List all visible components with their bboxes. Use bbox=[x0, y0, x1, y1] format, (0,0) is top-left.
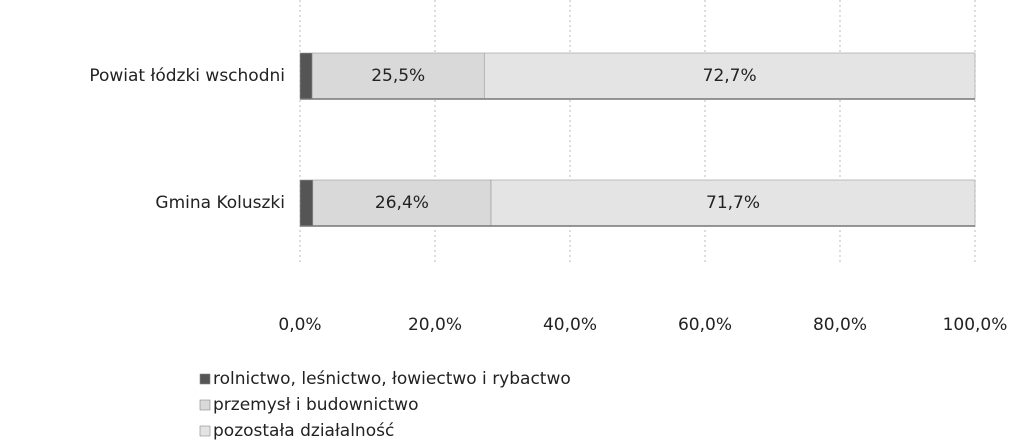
data-label: 72,7% bbox=[703, 66, 757, 86]
bar-segment bbox=[312, 179, 492, 227]
x-tick-label: 80,0% bbox=[813, 315, 867, 335]
x-tick-label: 20,0% bbox=[408, 315, 462, 335]
category-label: Powiat łódzki wschodni bbox=[89, 66, 285, 86]
bar-segment bbox=[299, 179, 314, 227]
data-label: 25,5% bbox=[371, 66, 425, 86]
bar-segment bbox=[299, 52, 313, 100]
legend-label: rolnictwo, leśnictwo, łowiectwo i rybact… bbox=[213, 369, 571, 389]
data-label: 26,4% bbox=[375, 193, 429, 213]
legend-swatch bbox=[199, 425, 211, 437]
bar-segment bbox=[483, 52, 976, 100]
category-label: Gmina Koluszki bbox=[155, 193, 285, 213]
x-tick-label: 60,0% bbox=[678, 315, 732, 335]
bar-segment bbox=[311, 52, 485, 100]
bar-segment bbox=[490, 179, 976, 227]
x-tick-label: 0,0% bbox=[278, 315, 321, 335]
x-tick-label: 100,0% bbox=[943, 315, 1008, 335]
data-label: 71,7% bbox=[706, 193, 760, 213]
legend-label: przemysł i budownictwo bbox=[213, 395, 418, 415]
x-tick-label: 40,0% bbox=[543, 315, 597, 335]
legend-swatch bbox=[199, 399, 211, 411]
legend-label: pozostała działalność bbox=[213, 421, 394, 441]
legend-swatch bbox=[199, 373, 211, 385]
